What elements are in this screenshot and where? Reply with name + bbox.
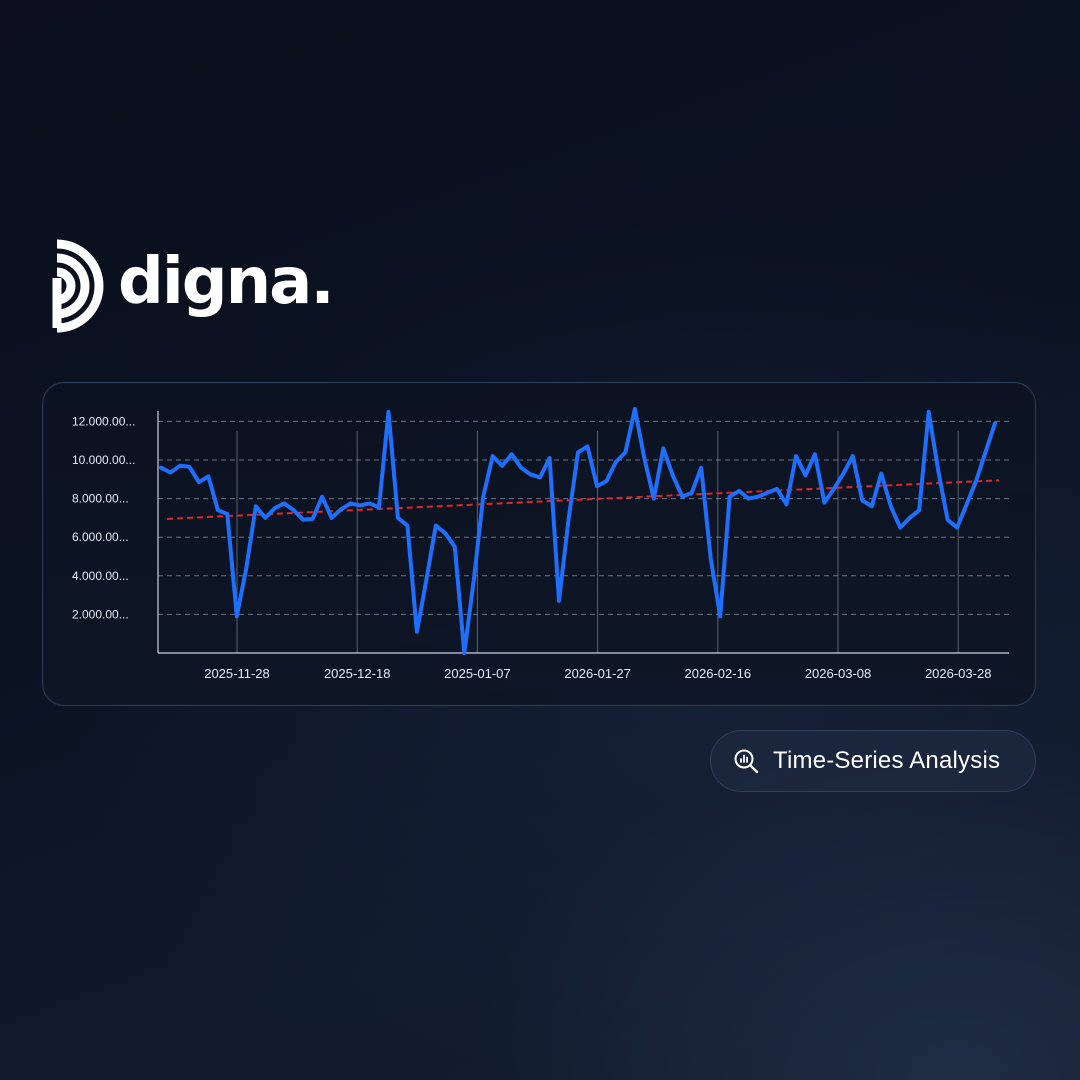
- y-tick-label: 10.000.00...: [72, 453, 135, 467]
- line-chart: 12.000.00... 10.000.00... 8.000.00... 6.000…: [72, 406, 1009, 681]
- y-tick-label: 12.000.00...: [72, 414, 135, 428]
- x-tick-label: 2026-02-16: [685, 666, 752, 681]
- x-tick-label: 2025-01-07: [444, 666, 511, 681]
- x-tick-label: 2025-11-28: [204, 666, 270, 681]
- y-tick-label: 4.000.00...: [72, 569, 129, 583]
- x-tick-label: 2026-03-08: [805, 666, 872, 681]
- y-tick-label: 2.000.00...: [72, 607, 129, 621]
- x-tick-label: 2025-12-18: [324, 666, 391, 681]
- badge-label: Time-Series Analysis: [773, 747, 1001, 774]
- x-tick-label: 2026-03-28: [925, 666, 992, 681]
- x-tick-label: 2026-01-27: [564, 666, 631, 681]
- chart-card: 12.000.00... 10.000.00... 8.000.00... 6.000…: [42, 382, 1036, 706]
- digna-logo-icon: [52, 239, 104, 333]
- y-tick-label: 8.000.00...: [72, 492, 129, 506]
- brand-logo: digna.: [52, 238, 335, 334]
- time-series-badge: Time-Series Analysis: [710, 730, 1036, 792]
- brand-name: digna.: [118, 245, 335, 319]
- y-tick-label: 6.000.00...: [72, 530, 129, 544]
- series-line: [159, 406, 997, 655]
- magnifier-chart-icon: [734, 749, 759, 774]
